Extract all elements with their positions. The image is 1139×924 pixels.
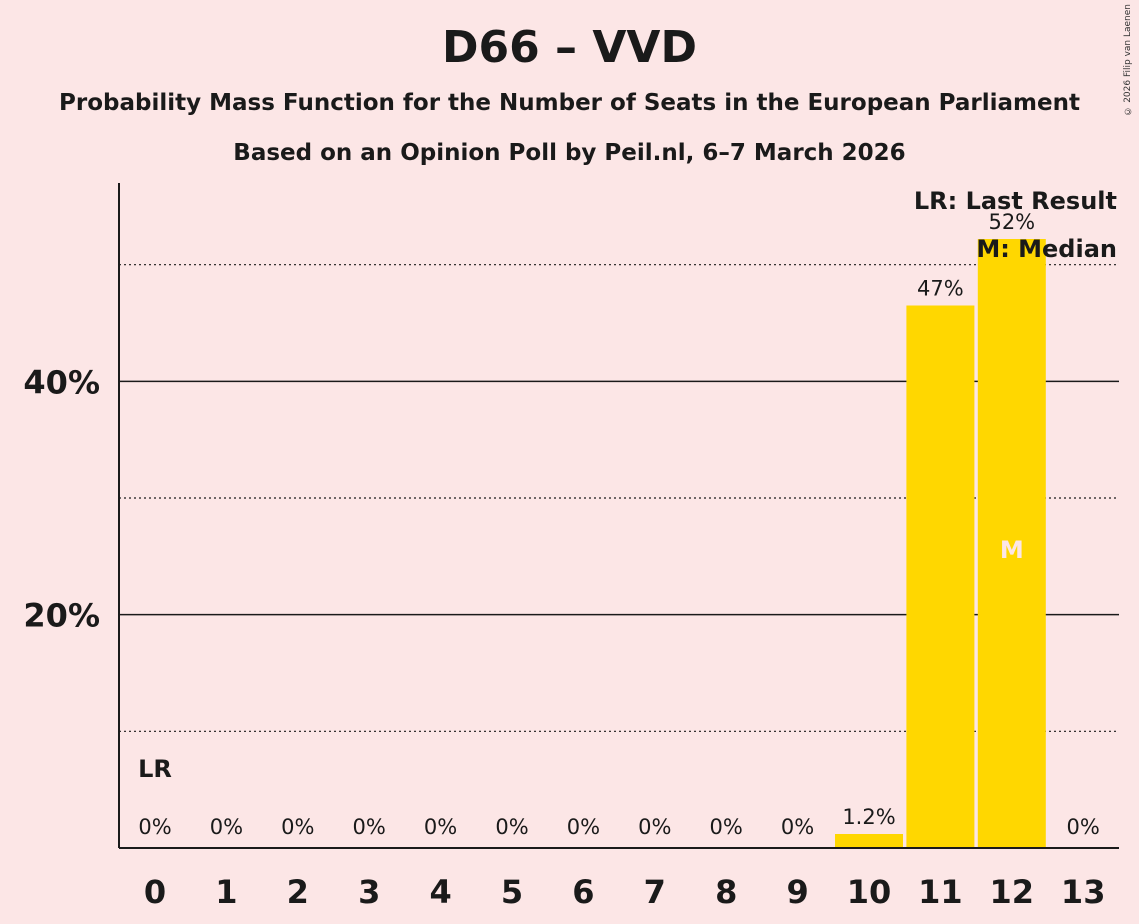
x-tick-label: 3 bbox=[358, 873, 380, 911]
median-marker: M bbox=[1000, 536, 1024, 564]
bar-seats-10 bbox=[835, 834, 903, 848]
value-label: 0% bbox=[638, 815, 671, 839]
value-label: 0% bbox=[1067, 815, 1100, 839]
x-tick-label: 2 bbox=[287, 873, 309, 911]
x-tick-label: 0 bbox=[144, 873, 166, 911]
value-label: 0% bbox=[210, 815, 243, 839]
chart-subtitle: Probability Mass Function for the Number… bbox=[59, 90, 1080, 116]
value-label: 0% bbox=[281, 815, 314, 839]
value-label: 0% bbox=[424, 815, 457, 839]
x-tick-label: 1 bbox=[215, 873, 237, 911]
value-label: 1.2% bbox=[842, 805, 895, 829]
y-tick-label: 40% bbox=[23, 363, 100, 401]
value-label: 0% bbox=[353, 815, 386, 839]
last-result-marker: LR bbox=[138, 755, 172, 783]
x-tick-label: 6 bbox=[572, 873, 594, 911]
x-tick-label: 13 bbox=[1061, 873, 1106, 911]
legend-last-result: LR: Last Result bbox=[914, 187, 1117, 215]
x-tick-label: 12 bbox=[990, 873, 1035, 911]
x-tick-label: 9 bbox=[786, 873, 808, 911]
bar-seats-12 bbox=[977, 239, 1046, 848]
x-tick-label: 5 bbox=[501, 873, 523, 911]
x-tick-label: 8 bbox=[715, 873, 737, 911]
bar-seats-11 bbox=[906, 305, 975, 848]
value-label: 0% bbox=[495, 815, 528, 839]
chart-title: D66 – VVD bbox=[441, 22, 698, 73]
chart-subtitle-source: Based on an Opinion Poll by Peil.nl, 6–7… bbox=[233, 140, 906, 166]
value-label: 0% bbox=[138, 815, 171, 839]
value-label: 0% bbox=[781, 815, 814, 839]
value-label: 52% bbox=[988, 210, 1035, 234]
x-tick-label: 11 bbox=[918, 873, 963, 911]
y-tick-label: 20% bbox=[23, 597, 100, 635]
value-label: 0% bbox=[710, 815, 743, 839]
x-tick-label: 10 bbox=[847, 873, 892, 911]
value-label: 0% bbox=[567, 815, 600, 839]
x-tick-label: 7 bbox=[644, 873, 666, 911]
legend-median: M: Median bbox=[976, 235, 1117, 263]
value-label: 47% bbox=[917, 277, 964, 301]
x-tick-label: 4 bbox=[429, 873, 451, 911]
